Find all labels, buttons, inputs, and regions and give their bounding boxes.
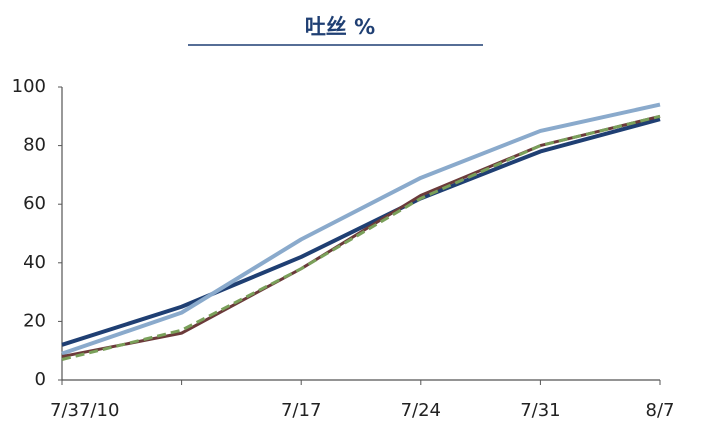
x-tick-label: 7/24 bbox=[401, 400, 441, 421]
x-tick-label: 7/31 bbox=[520, 400, 560, 421]
y-tick-label: 20 bbox=[23, 310, 46, 331]
data-line bbox=[61, 117, 661, 347]
chart-title: 吐丝 % bbox=[305, 15, 375, 39]
x-tick-label: 8/7 bbox=[646, 400, 675, 421]
data-line bbox=[61, 102, 661, 356]
data-line bbox=[61, 114, 661, 361]
x-tick-label: 7/37/10 bbox=[50, 400, 119, 421]
y-tick-label: 80 bbox=[23, 135, 46, 156]
y-tick-label: 60 bbox=[23, 193, 46, 214]
data-line bbox=[61, 114, 661, 359]
y-tick-label: 0 bbox=[35, 369, 46, 390]
y-tick-label: 100 bbox=[12, 76, 46, 97]
x-tick-label: 7/17 bbox=[281, 400, 321, 421]
y-tick-label: 40 bbox=[23, 252, 46, 273]
